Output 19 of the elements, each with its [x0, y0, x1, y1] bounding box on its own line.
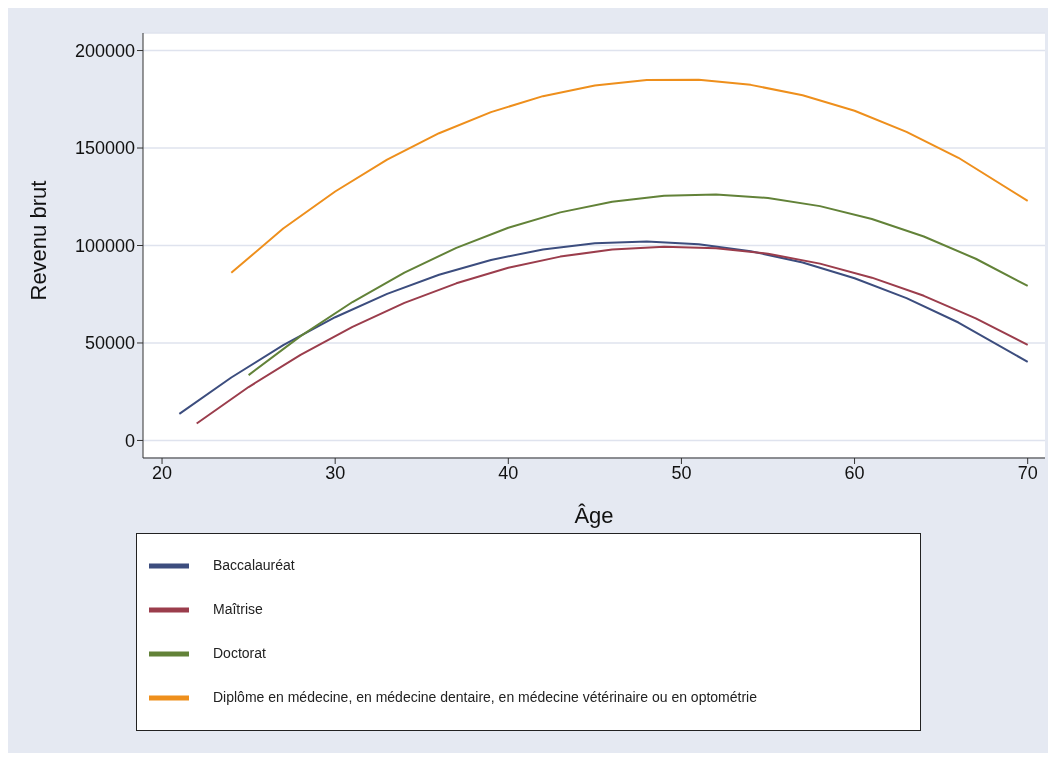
- y-tick-label: 200000: [74, 40, 135, 61]
- legend-label: Baccalauréat: [213, 557, 295, 574]
- x-tick-label: 30: [325, 462, 346, 483]
- x-tick-label: 50: [671, 462, 692, 483]
- x-axis-title: Âge: [574, 503, 614, 528]
- line-series: [230, 78, 1029, 274]
- legend-label: Diplôme en médecine, en médecine dentaire, en médecine vétérinaire ou en optométrie: [213, 689, 757, 706]
- legend-label: Doctorat: [213, 645, 266, 662]
- x-tick-label: 40: [498, 462, 519, 483]
- x-tick-label: 20: [152, 462, 173, 483]
- line-series: [247, 193, 1029, 377]
- y-tick-label: 150000: [74, 138, 135, 159]
- y-tick-label: 50000: [84, 333, 135, 354]
- x-tick-label: 60: [844, 462, 865, 483]
- x-tick-label: 70: [1017, 462, 1038, 483]
- legend-label: Maîtrise: [213, 601, 263, 618]
- y-tick-label: 0: [124, 430, 135, 451]
- y-axis-title: Revenu brut: [25, 180, 51, 301]
- y-tick-label: 100000: [74, 235, 135, 256]
